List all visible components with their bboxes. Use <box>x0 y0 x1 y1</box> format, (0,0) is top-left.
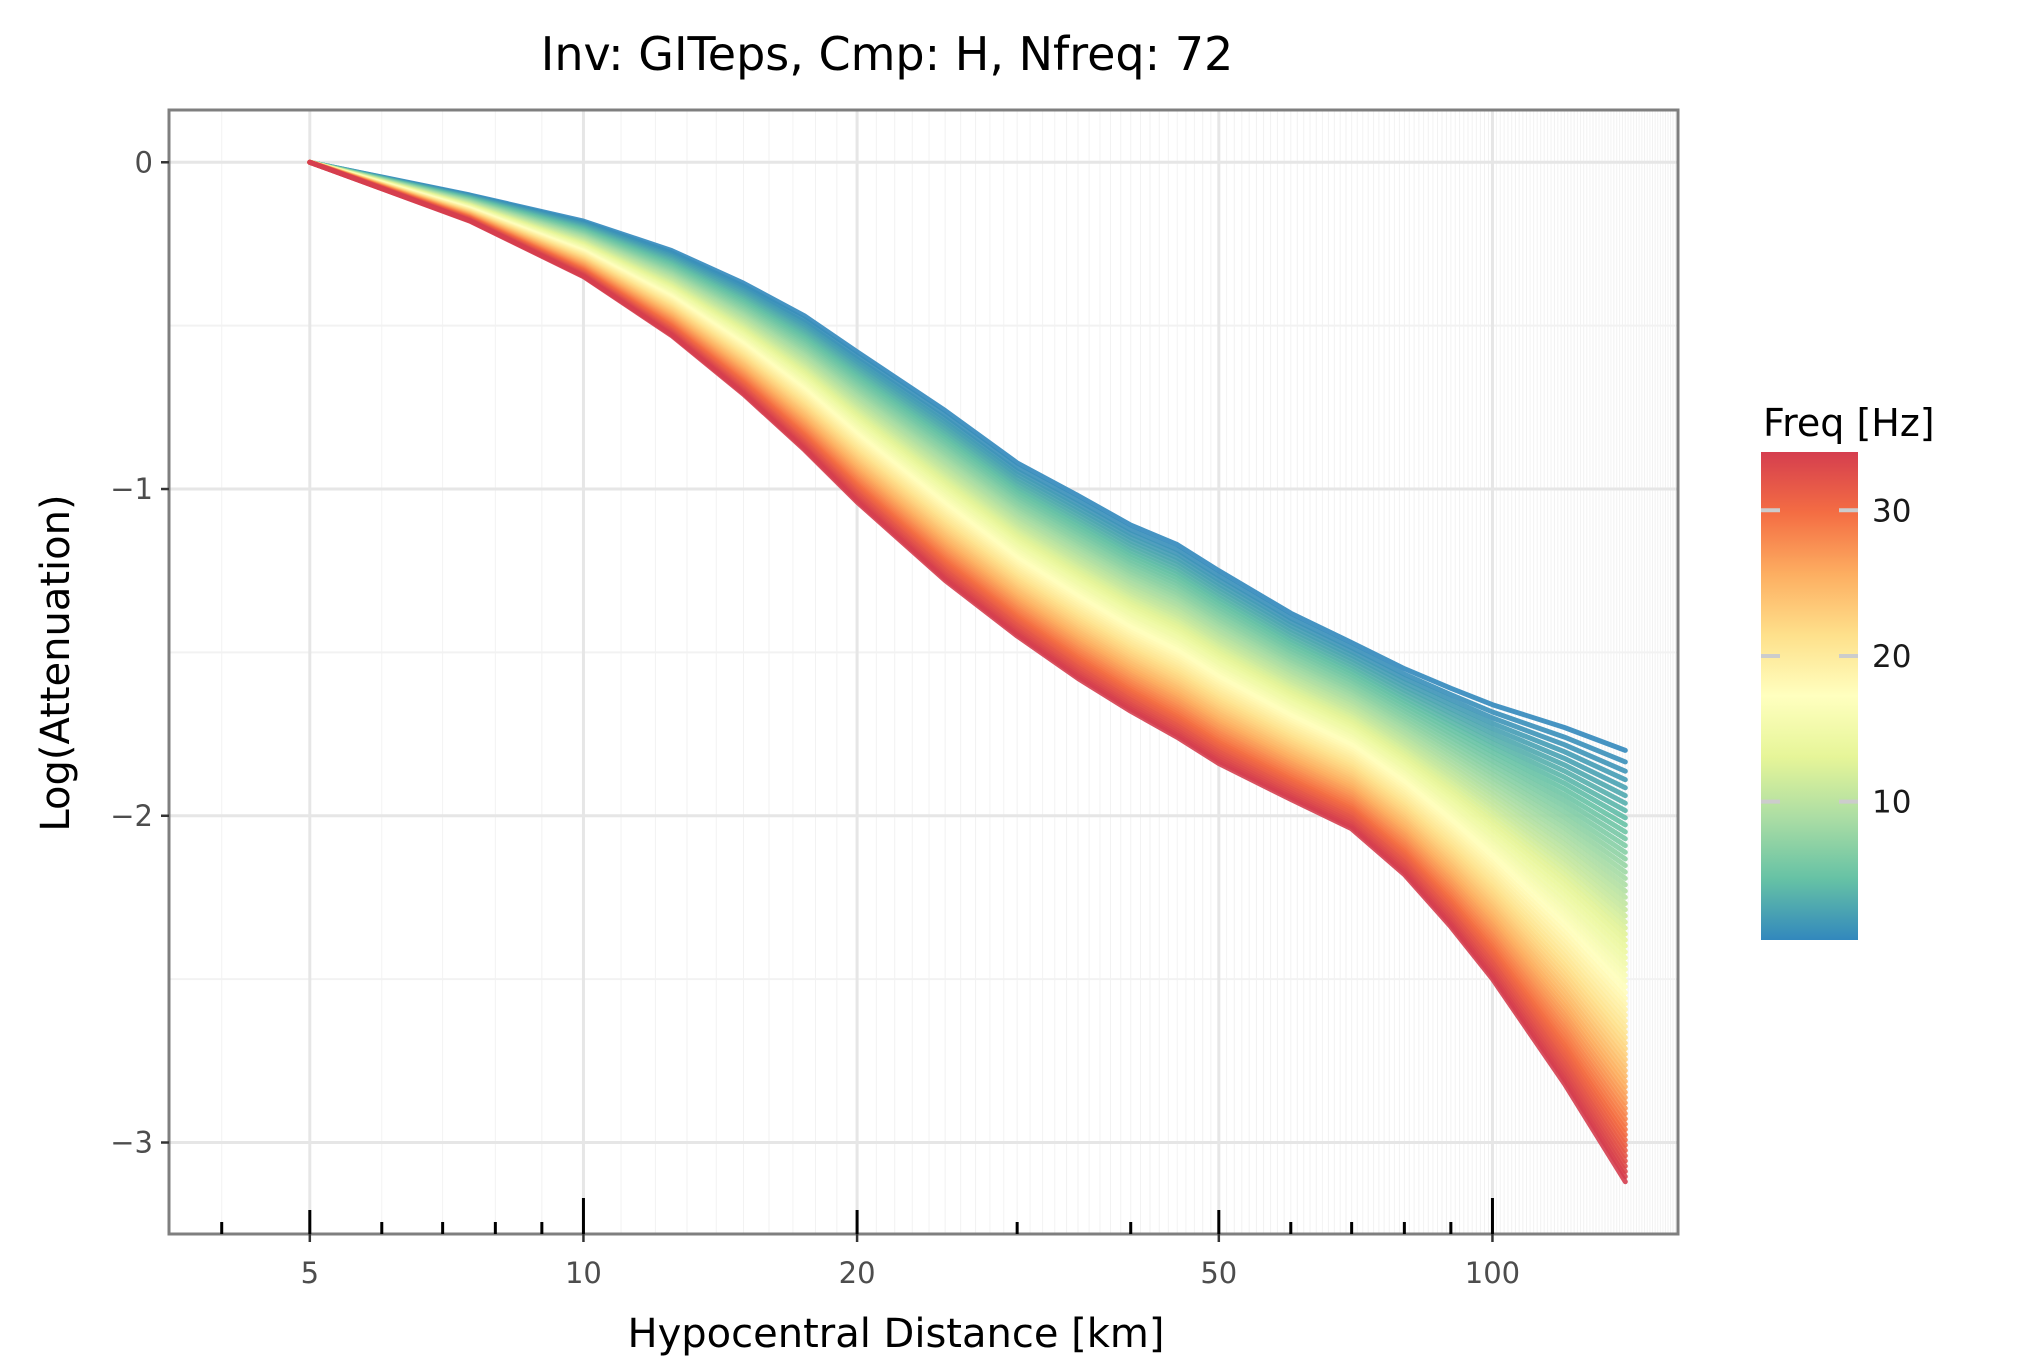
series-line <box>307 159 1628 1185</box>
y-tick-label: 0 <box>135 145 153 179</box>
legend-title: Freq [Hz] <box>1763 401 1935 445</box>
panel-background <box>169 110 1678 1234</box>
chart-title: Inv: GITeps, Cmp: H, Nfreq: 72 <box>541 27 1234 81</box>
x-tick-label: 10 <box>565 1256 602 1290</box>
colorbar-tick-label: 20 <box>1872 639 1911 675</box>
x-tick-label: 100 <box>1465 1256 1520 1290</box>
colorbar-tick-label: 10 <box>1872 785 1911 821</box>
x-axis-title: Hypocentral Distance [km] <box>628 1311 1165 1357</box>
y-axis-tick-labels: 0 −1 −2 −3 <box>110 145 153 1159</box>
colorbar-ticks: 10 20 30 <box>1761 493 1911 821</box>
colorbar <box>1761 452 1858 940</box>
colorbar-legend: Freq [Hz] 10 20 30 <box>1761 401 1935 940</box>
frequency-series-lines <box>307 159 1628 1185</box>
y-tick-label: −2 <box>110 799 153 833</box>
panel-border <box>167 108 1680 1236</box>
x-tick-label: 5 <box>301 1256 319 1290</box>
plot-panel <box>167 108 1680 1236</box>
x-tick-label: 20 <box>839 1256 876 1290</box>
x-tick-label: 50 <box>1200 1256 1237 1290</box>
y-axis-title: Log(Attenuation) <box>33 494 79 831</box>
x-axis-tick-labels: 5 10 20 50 100 <box>301 1256 1521 1290</box>
y-axis-ticks <box>161 161 169 1144</box>
y-tick-label: −3 <box>110 1126 153 1160</box>
y-tick-label: −1 <box>110 472 153 506</box>
x-axis-log-ticks <box>220 1198 1494 1242</box>
colorbar-tick-label: 30 <box>1872 493 1911 529</box>
